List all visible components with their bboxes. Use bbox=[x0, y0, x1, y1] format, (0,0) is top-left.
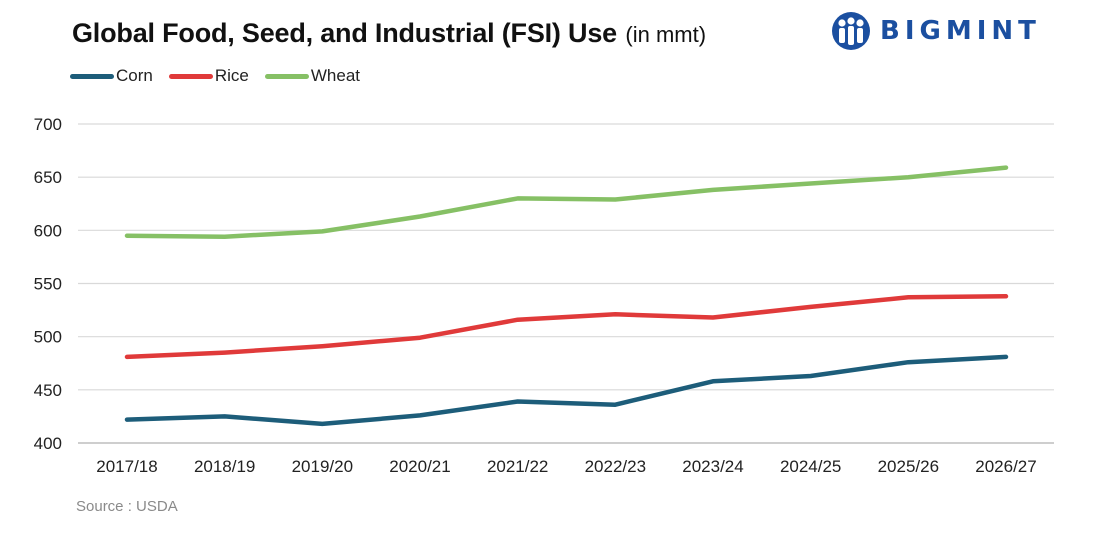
x-tick-label: 2022/23 bbox=[585, 457, 646, 476]
y-axis-ticks: 400 450 500 550 600 650 700 bbox=[34, 115, 62, 453]
y-tick-label: 600 bbox=[34, 221, 62, 240]
legend-swatch-wheat bbox=[264, 73, 309, 79]
y-tick-label: 550 bbox=[34, 275, 62, 294]
x-tick-label: 2018/19 bbox=[194, 457, 255, 476]
x-tick-label: 2024/25 bbox=[780, 457, 841, 476]
x-axis-ticks: 2017/18 2018/19 2019/20 2020/21 2021/22 2022/… bbox=[96, 457, 1036, 476]
legend-swatch-corn bbox=[70, 73, 114, 79]
chart-title-main: Global Food, Seed, and Industrial (FSI) … bbox=[72, 18, 617, 48]
chart-title-unit: (in mmt) bbox=[625, 22, 707, 47]
legend-label-corn: Corn bbox=[116, 66, 153, 85]
x-tick-label: 2026/27 bbox=[975, 457, 1036, 476]
x-tick-label: 2020/21 bbox=[389, 457, 450, 476]
y-tick-label: 500 bbox=[34, 328, 62, 347]
people-globe-icon bbox=[832, 12, 870, 50]
legend-item-wheat: Wheat bbox=[264, 66, 361, 86]
legend-item-corn: Corn bbox=[70, 66, 153, 86]
chart-legend: Corn Rice Wheat bbox=[70, 66, 376, 86]
x-tick-label: 2021/22 bbox=[487, 457, 548, 476]
source-note: Source : USDA bbox=[76, 498, 178, 515]
x-tick-label: 2023/24 bbox=[682, 457, 743, 476]
y-tick-label: 450 bbox=[34, 381, 62, 400]
x-tick-label: 2017/18 bbox=[96, 457, 157, 476]
legend-item-rice: Rice bbox=[168, 66, 249, 86]
legend-label-rice: Rice bbox=[214, 66, 249, 85]
series-lines bbox=[124, 165, 1009, 427]
series-line-wheat bbox=[124, 165, 1009, 239]
grid-lines bbox=[78, 123, 1054, 444]
chart-title: Global Food, Seed, and Industrial (FSI) … bbox=[72, 18, 706, 49]
series-line-rice bbox=[124, 294, 1009, 360]
legend-swatch-rice bbox=[168, 73, 213, 79]
x-tick-label: 2019/20 bbox=[292, 457, 353, 476]
legend-label-wheat: Wheat bbox=[310, 66, 361, 85]
y-tick-label: 700 bbox=[34, 115, 62, 134]
logo-text: BIGMINT bbox=[880, 16, 1041, 46]
y-tick-label: 400 bbox=[34, 434, 62, 453]
x-tick-label: 2025/26 bbox=[878, 457, 939, 476]
series-line-corn bbox=[124, 354, 1009, 427]
y-tick-label: 650 bbox=[34, 168, 62, 187]
bigmint-logo: BIGMINT bbox=[830, 10, 1041, 52]
